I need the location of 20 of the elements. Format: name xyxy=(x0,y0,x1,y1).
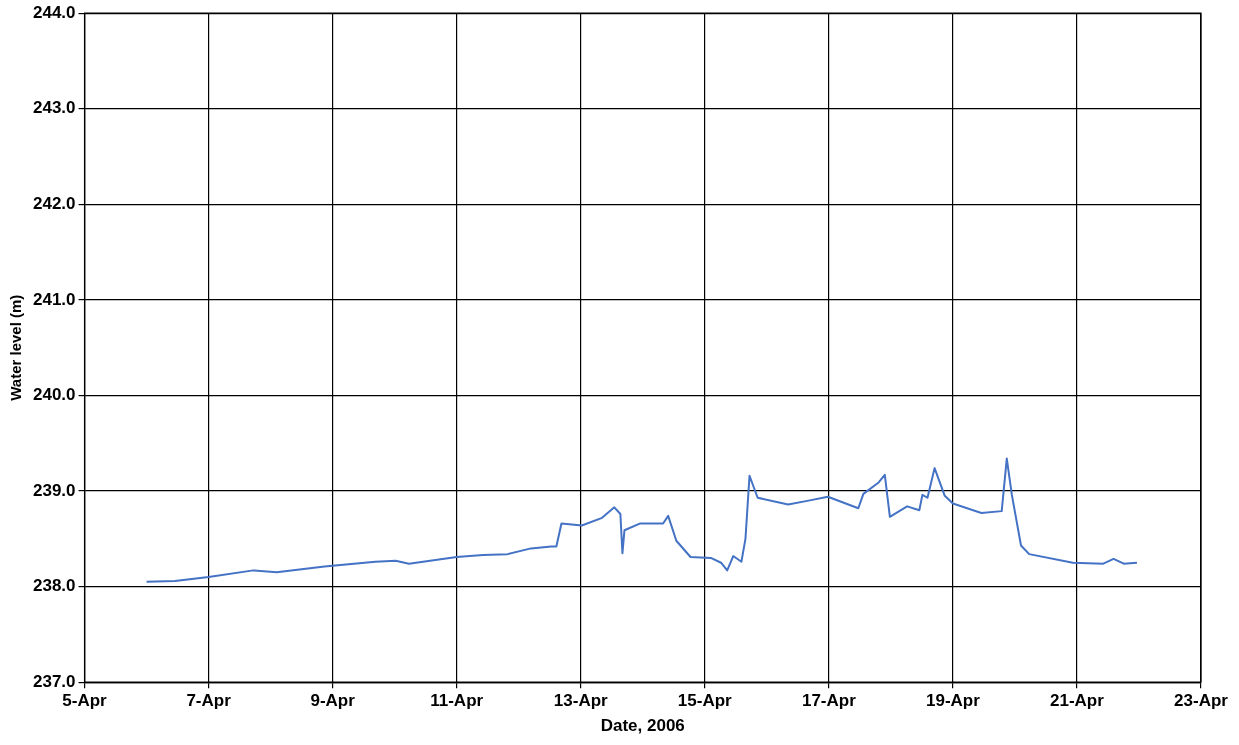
x-tick-label: 23-Apr xyxy=(1174,691,1229,711)
y-tick-label: 240.0 xyxy=(32,385,76,405)
y-axis-title: Water level (m) xyxy=(7,294,25,401)
x-tick-label: 11-Apr xyxy=(430,691,484,711)
y-tick-label: 242.0 xyxy=(32,194,76,214)
x-tick-label: 21-Apr xyxy=(1050,691,1105,711)
y-tick-label: 244.0 xyxy=(32,2,76,22)
y-tick-label: 243.0 xyxy=(32,98,76,118)
x-tick-label: 9-Apr xyxy=(310,691,356,711)
y-tick-label: 241.0 xyxy=(32,289,76,309)
x-tick-label: 5-Apr xyxy=(62,691,108,711)
x-tick-label: 19-Apr xyxy=(925,691,981,711)
y-tick-label: 237.0 xyxy=(32,671,76,691)
y-tick-label: 239.0 xyxy=(32,480,76,500)
x-axis-title: Date, 2006 xyxy=(600,716,685,736)
x-tick-label: 7-Apr xyxy=(186,691,232,711)
x-tick-label: 17-Apr xyxy=(801,691,857,711)
x-tick-label: 15-Apr xyxy=(677,691,733,711)
x-tick-label: 13-Apr xyxy=(553,691,609,711)
y-tick-label: 238.0 xyxy=(32,576,76,596)
